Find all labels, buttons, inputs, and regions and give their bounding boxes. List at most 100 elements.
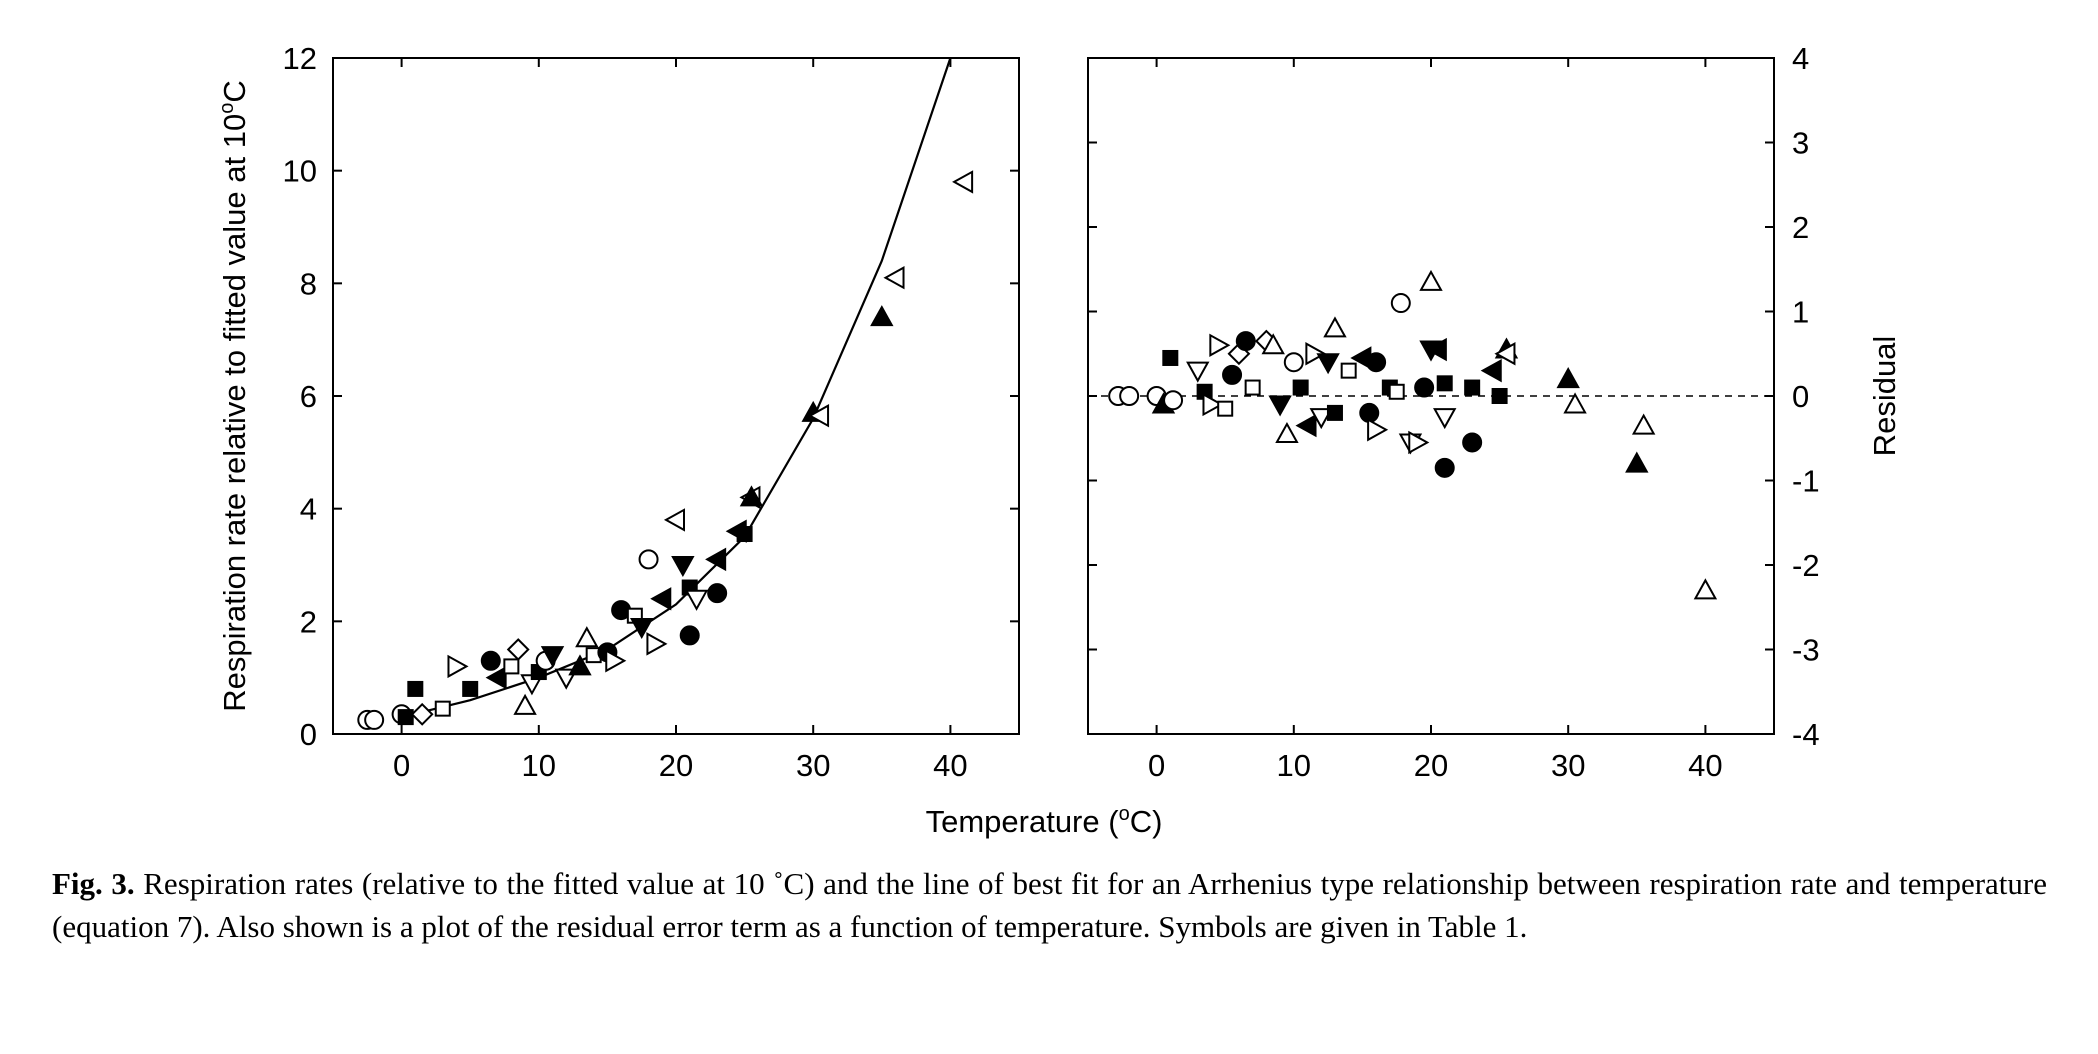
y-tick-label: -4	[1792, 717, 1820, 752]
y-tick-label: 1	[1792, 295, 1809, 330]
data-point-triL	[1295, 413, 1317, 438]
y-tick-label: 4	[300, 492, 317, 527]
y-tick-label: 6	[300, 379, 317, 414]
y-tick-label: 2	[300, 604, 317, 639]
data-point-triR	[1367, 418, 1389, 442]
data-point-triU	[1563, 392, 1587, 414]
x-axis-label-unit: C)	[1130, 804, 1163, 839]
data-point-diamond	[410, 702, 434, 726]
data-point-circle	[1366, 352, 1387, 373]
data-point-circle	[1462, 432, 1483, 453]
y-tick-label: 0	[1792, 379, 1809, 414]
data-point-square	[1464, 379, 1481, 396]
y-tick-label: 2	[1792, 210, 1809, 245]
data-point-circle	[679, 625, 700, 646]
data-point-triL	[650, 587, 672, 611]
x-axis-label-text: Temperature (	[926, 804, 1120, 839]
left-y-axis-label: Respiration rate relative to fitted valu…	[216, 80, 252, 711]
fit-line	[401, 57, 952, 719]
data-point-square	[736, 526, 753, 543]
data-point-triL	[1480, 358, 1502, 383]
data-point-square	[1436, 375, 1453, 392]
data-point-square	[462, 680, 479, 697]
data-point-triD	[630, 617, 654, 640]
left-points	[357, 170, 974, 730]
x-tick-label: 10	[1277, 748, 1311, 783]
data-point-triL	[1425, 337, 1447, 362]
data-point-triU	[568, 654, 592, 676]
left-y-axis: 0 2 4 6 8 10 12	[283, 41, 1019, 752]
data-point-triU	[1419, 269, 1443, 291]
data-point-circle	[364, 709, 385, 730]
right-y-axis-label: Residual	[1867, 336, 1902, 457]
data-point-triL	[1494, 342, 1516, 366]
x-tick-label: 30	[796, 748, 830, 783]
data-point-triL	[952, 170, 974, 194]
left-x-axis: 0 10 20 30 40	[393, 58, 968, 783]
data-point-triL	[808, 404, 830, 428]
x-tick-label: 0	[393, 748, 410, 783]
data-point-triU	[1261, 333, 1285, 355]
data-point-circle	[1390, 293, 1411, 314]
figure-caption: Fig. 3. Respiration rates (relative to t…	[52, 862, 2047, 948]
data-point-triD	[1309, 408, 1333, 430]
data-point-triR	[1305, 342, 1327, 366]
data-point-circle	[1434, 457, 1455, 478]
data-point-square	[407, 680, 424, 697]
data-point-square	[1326, 404, 1343, 421]
right-x-axis: 0 10 20 30 40	[1148, 58, 1723, 783]
data-point-triU	[1275, 421, 1299, 444]
data-point-triR	[1209, 333, 1231, 357]
data-point-circle	[1414, 377, 1435, 398]
y-tick-label: -3	[1792, 633, 1820, 668]
data-point-circle	[1119, 386, 1140, 406]
data-point-triU	[870, 305, 894, 327]
right-points	[1108, 269, 1718, 600]
left-y-axis-label-text: Respiration rate relative to fitted valu…	[217, 114, 252, 712]
data-point-triD	[1316, 353, 1340, 375]
data-point-circle	[1235, 331, 1256, 352]
data-point-triU	[513, 693, 537, 715]
data-point-triD	[540, 646, 565, 668]
y-tick-label: 4	[1792, 41, 1809, 76]
y-tick-label: 3	[1792, 126, 1809, 161]
y-tick-label: 10	[283, 154, 317, 189]
data-point-triL	[485, 665, 507, 690]
right-y-axis: 4 3 2 1 0 -1 -2 -3 -4	[1088, 41, 1820, 752]
y-tick-label: 8	[300, 266, 317, 301]
data-point-square	[1217, 400, 1234, 417]
x-tick-label: 30	[1551, 748, 1585, 783]
data-point-triR	[646, 632, 668, 656]
x-tick-label: 40	[933, 748, 967, 783]
data-point-square	[1244, 379, 1261, 396]
y-tick-label: -1	[1792, 464, 1820, 499]
data-point-triD	[671, 556, 695, 578]
data-point-triR	[1202, 392, 1224, 417]
data-point-triR	[605, 649, 627, 673]
data-point-triU	[1556, 367, 1580, 389]
data-point-square	[397, 709, 414, 726]
data-point-triL	[883, 266, 905, 290]
data-point-diamond	[506, 638, 530, 661]
y-tick-label: 12	[283, 41, 317, 76]
y-tick-label: -2	[1792, 548, 1820, 583]
data-point-square	[434, 700, 451, 717]
x-tick-label: 0	[1148, 748, 1165, 783]
x-tick-label: 40	[1688, 748, 1722, 783]
x-tick-label: 10	[522, 748, 556, 783]
degree-sign: o	[1119, 803, 1130, 825]
data-point-triD	[684, 589, 709, 611]
data-point-circle	[707, 583, 728, 604]
degree-sign: o	[216, 103, 238, 114]
left-y-axis-label-unit: C	[217, 80, 252, 102]
data-point-triU	[1631, 413, 1656, 435]
data-point-triR	[447, 654, 469, 679]
caption-label: Fig. 3.	[52, 866, 135, 901]
data-point-triL	[663, 508, 685, 532]
data-point-circle	[1163, 390, 1184, 411]
data-point-triU	[575, 626, 599, 648]
data-point-square	[503, 658, 520, 675]
y-tick-label: 0	[300, 717, 317, 752]
